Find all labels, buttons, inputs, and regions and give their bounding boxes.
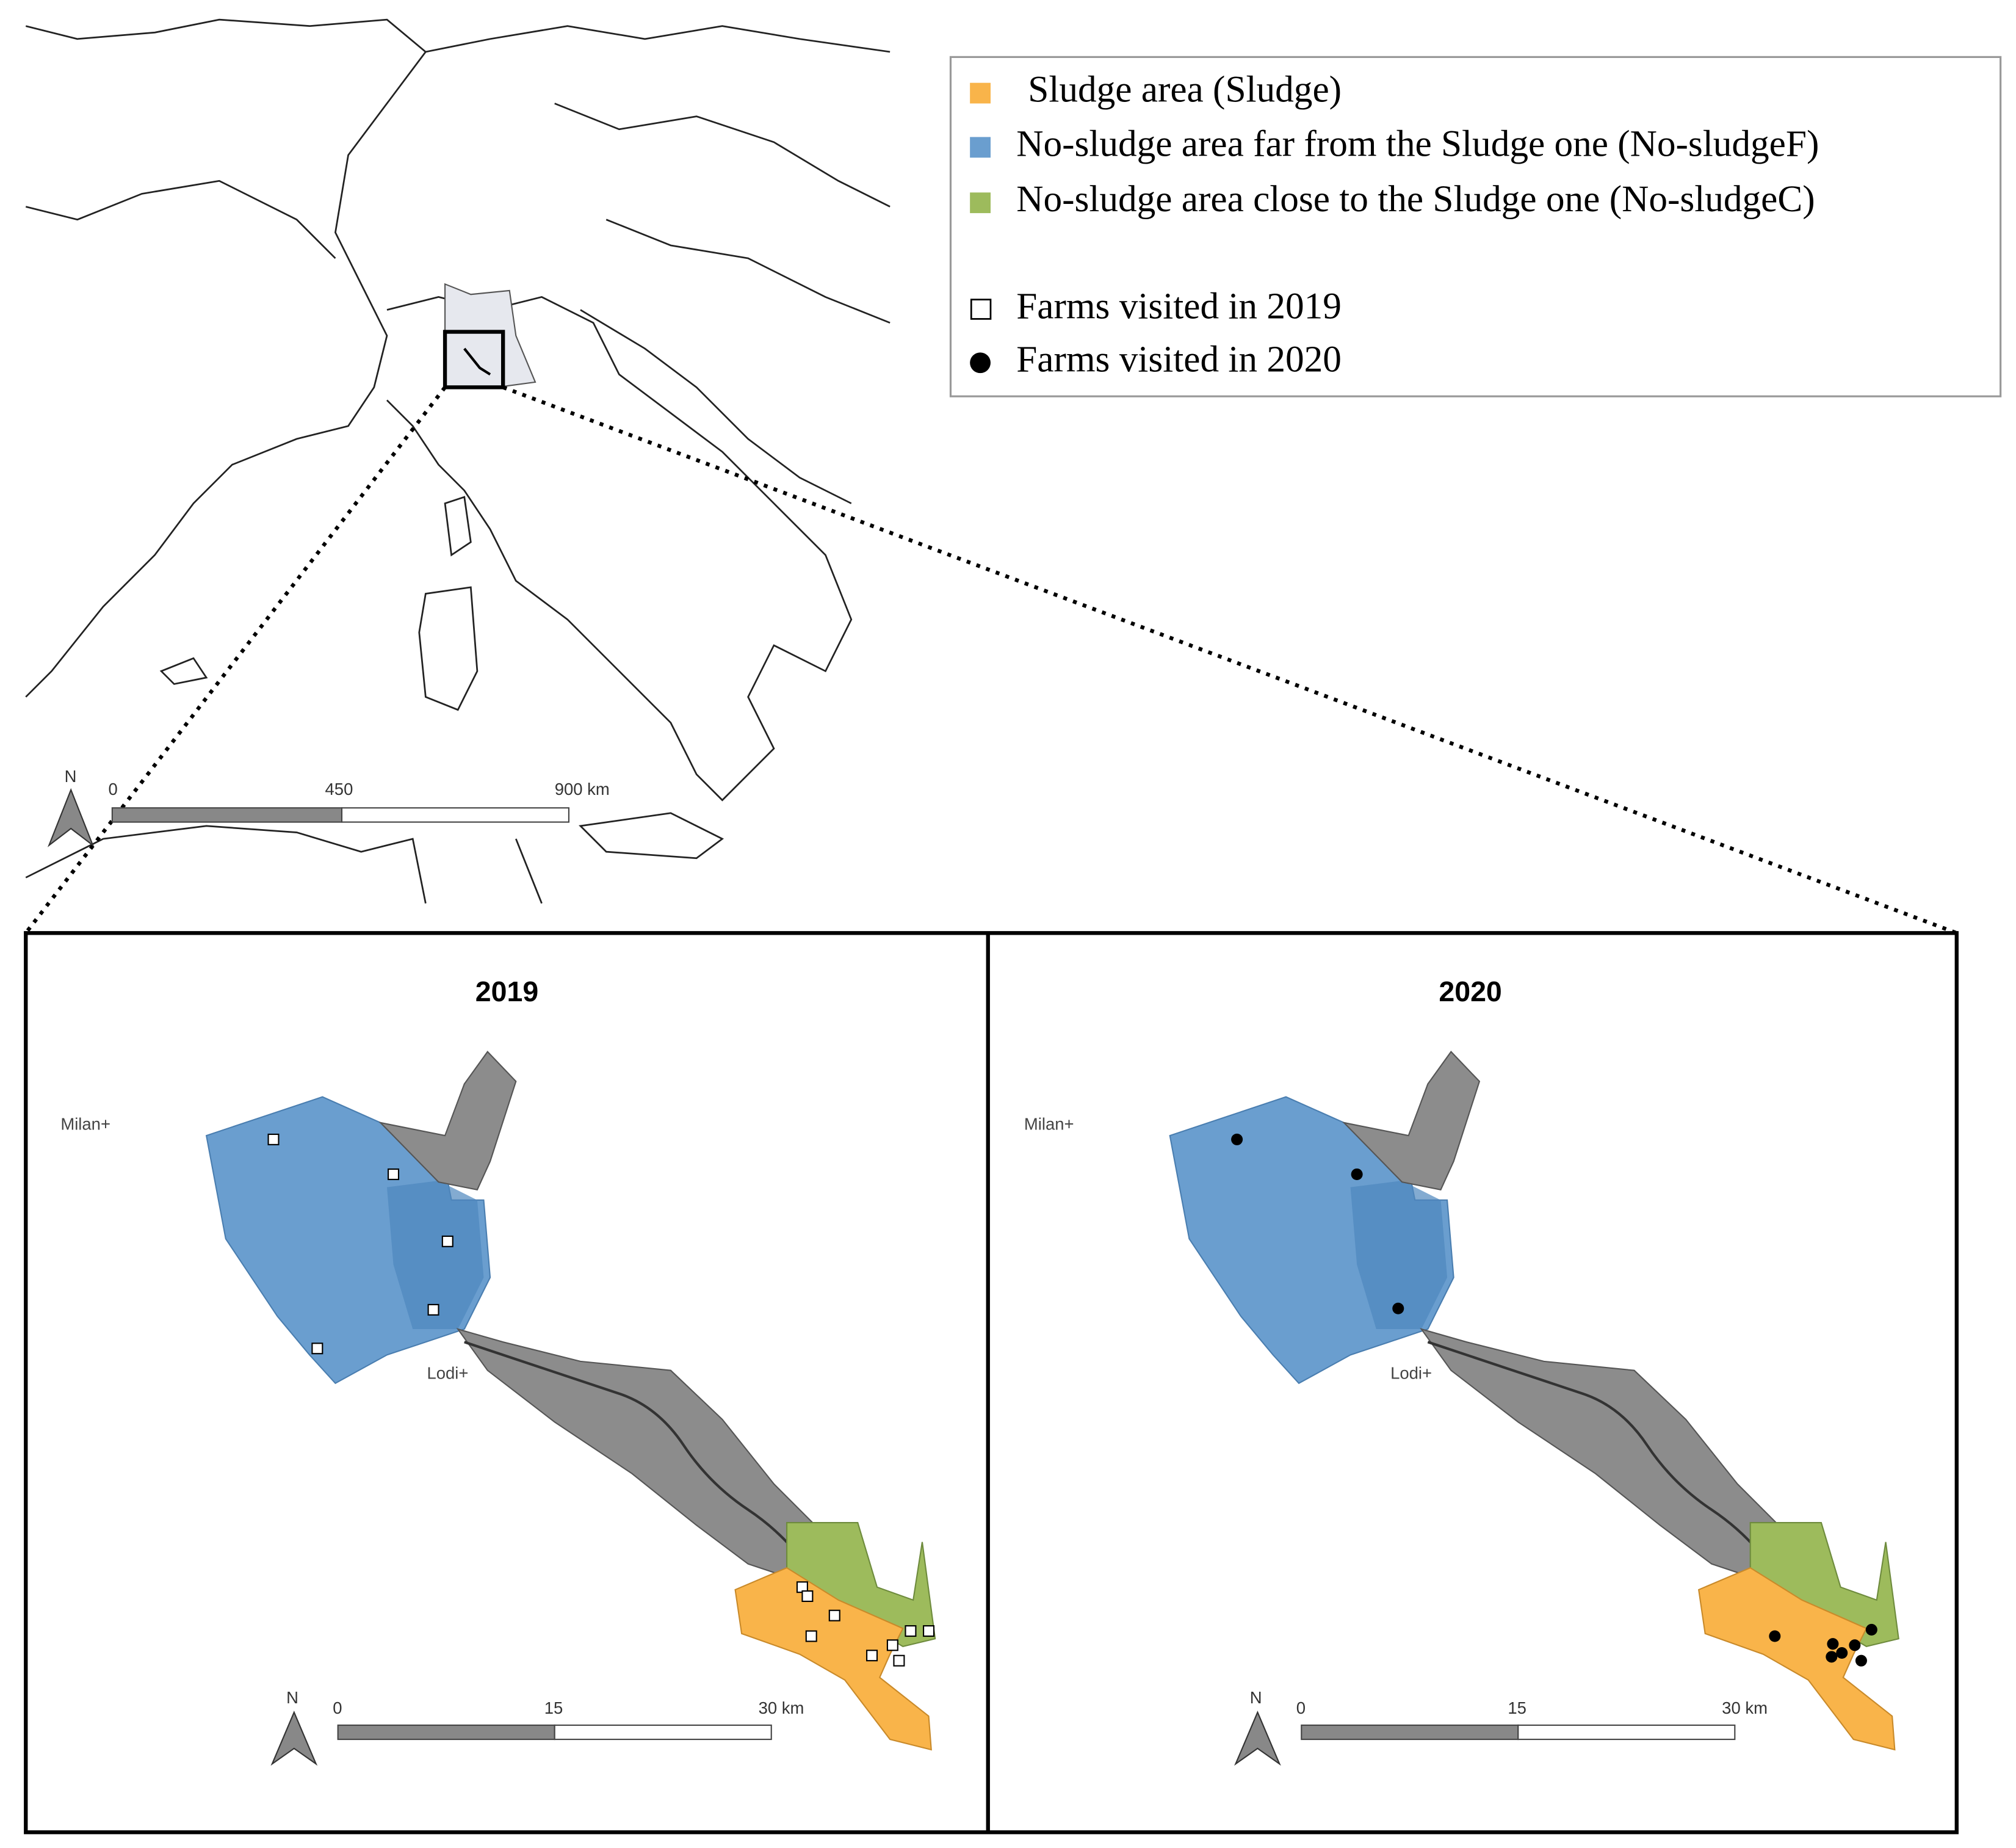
coastline [25,825,543,904]
north-arrow [1234,1710,1281,1766]
legend-box [949,56,2002,397]
coastline [580,309,852,504]
panel: 2020 Milan+ Lodi+ N 0 15 30 km [1024,976,1899,1766]
legend: Sludge area (Sludge) No-sludge area far … [949,56,2002,397]
north-label: N [1250,1688,1262,1707]
city-label: Milan+ [1024,1114,1074,1133]
study-area-small [463,347,491,376]
city-label: Lodi+ [427,1363,468,1382]
legend-label: Sludge area (Sludge) [1028,69,1342,111]
area-inner [1350,1181,1448,1330]
city-label: Lodi+ [1390,1363,1432,1382]
scale-label: 450 [325,780,353,799]
coastline [425,25,891,324]
farm-2020 [1392,1302,1404,1314]
farm-2020 [1849,1639,1861,1651]
zoom-box [443,330,505,390]
scale-bar [554,1724,772,1741]
farm-2020 [1836,1647,1848,1659]
overview-map: N 0 450 900 km [24,18,1957,935]
farm-2020 [1827,1638,1839,1650]
farm-2019 [905,1625,917,1637]
farm-2020 [1351,1168,1363,1180]
panels-frame [24,931,1959,1835]
legend-symbol [970,299,992,320]
farm-2020 [1855,1654,1867,1667]
lombardy-region [444,283,537,388]
scale-label: 30 km [759,1698,804,1717]
scale-bar [1301,1724,1519,1741]
north-arrow [47,788,95,847]
coastline [25,18,427,698]
scale-bar [1517,1724,1736,1741]
scale-label: 900 km [555,780,610,799]
legend-swatch [970,82,991,104]
farm-2020 [1769,1630,1781,1642]
farm-2019 [886,1639,898,1651]
city-label: Milan+ [60,1114,110,1133]
panels: 2019 Milan+ Lodi+ N 0 15 30 km 2020 Milan+ Lodi+ N… [60,976,1899,1766]
farm-2019 [388,1168,400,1180]
legend-swatch [970,192,991,214]
farm-2019 [267,1133,280,1145]
scale-label: 15 [544,1698,563,1717]
farm-2019 [311,1343,323,1355]
area-other [378,1051,517,1191]
zoom-line [502,385,1957,935]
farm-2019 [805,1630,817,1642]
legend-swatch [970,137,991,158]
scale-bar [111,807,343,823]
river [1427,1341,1777,1575]
island [418,496,479,711]
scale-label: 0 [1296,1698,1306,1717]
scale-label: 30 km [1722,1698,1768,1717]
legend-symbol [970,352,991,374]
farm-2020 [1231,1133,1243,1145]
scale-label: 0 [109,780,118,799]
area-other [1420,1328,1777,1578]
north-label: N [65,767,77,786]
farm-2019 [441,1235,453,1247]
scale-label: 15 [1508,1698,1526,1717]
scale-label: 0 [333,1698,342,1717]
area-sludge [734,1567,932,1751]
legend-label: No-sludge area far from the Sludge one (… [1016,123,1819,164]
river [464,1341,814,1575]
panel-title: 2019 [475,976,538,1007]
farm-2019 [923,1625,935,1637]
farm-2020 [1826,1651,1838,1663]
panel-title: 2020 [1439,976,1501,1007]
farm-2020 [1865,1623,1877,1636]
legend-label: Farms visited in 2019 [1016,286,1342,327]
coastline [25,179,336,259]
area-other [456,1328,814,1578]
island [159,657,724,860]
area-other [1342,1051,1481,1191]
farm-2019 [427,1303,439,1316]
farm-2019 [866,1650,878,1662]
scale-bar [337,1724,555,1741]
panel: 2019 Milan+ Lodi+ N 0 15 30 km [60,976,936,1766]
farm-2019 [828,1609,840,1622]
north-label: N [286,1688,298,1707]
farm-2019 [893,1654,905,1667]
area-sludge [1697,1567,1896,1751]
legend-label: Farms visited in 2020 [1016,338,1342,380]
scale-bar [341,807,569,823]
north-arrow [270,1710,318,1766]
coastline [386,296,853,802]
farm-2019 [801,1590,814,1603]
legend-label: No-sludge area close to the Sludge one (… [1016,178,1815,220]
zoom-line [24,386,447,935]
area-inner [386,1181,484,1330]
